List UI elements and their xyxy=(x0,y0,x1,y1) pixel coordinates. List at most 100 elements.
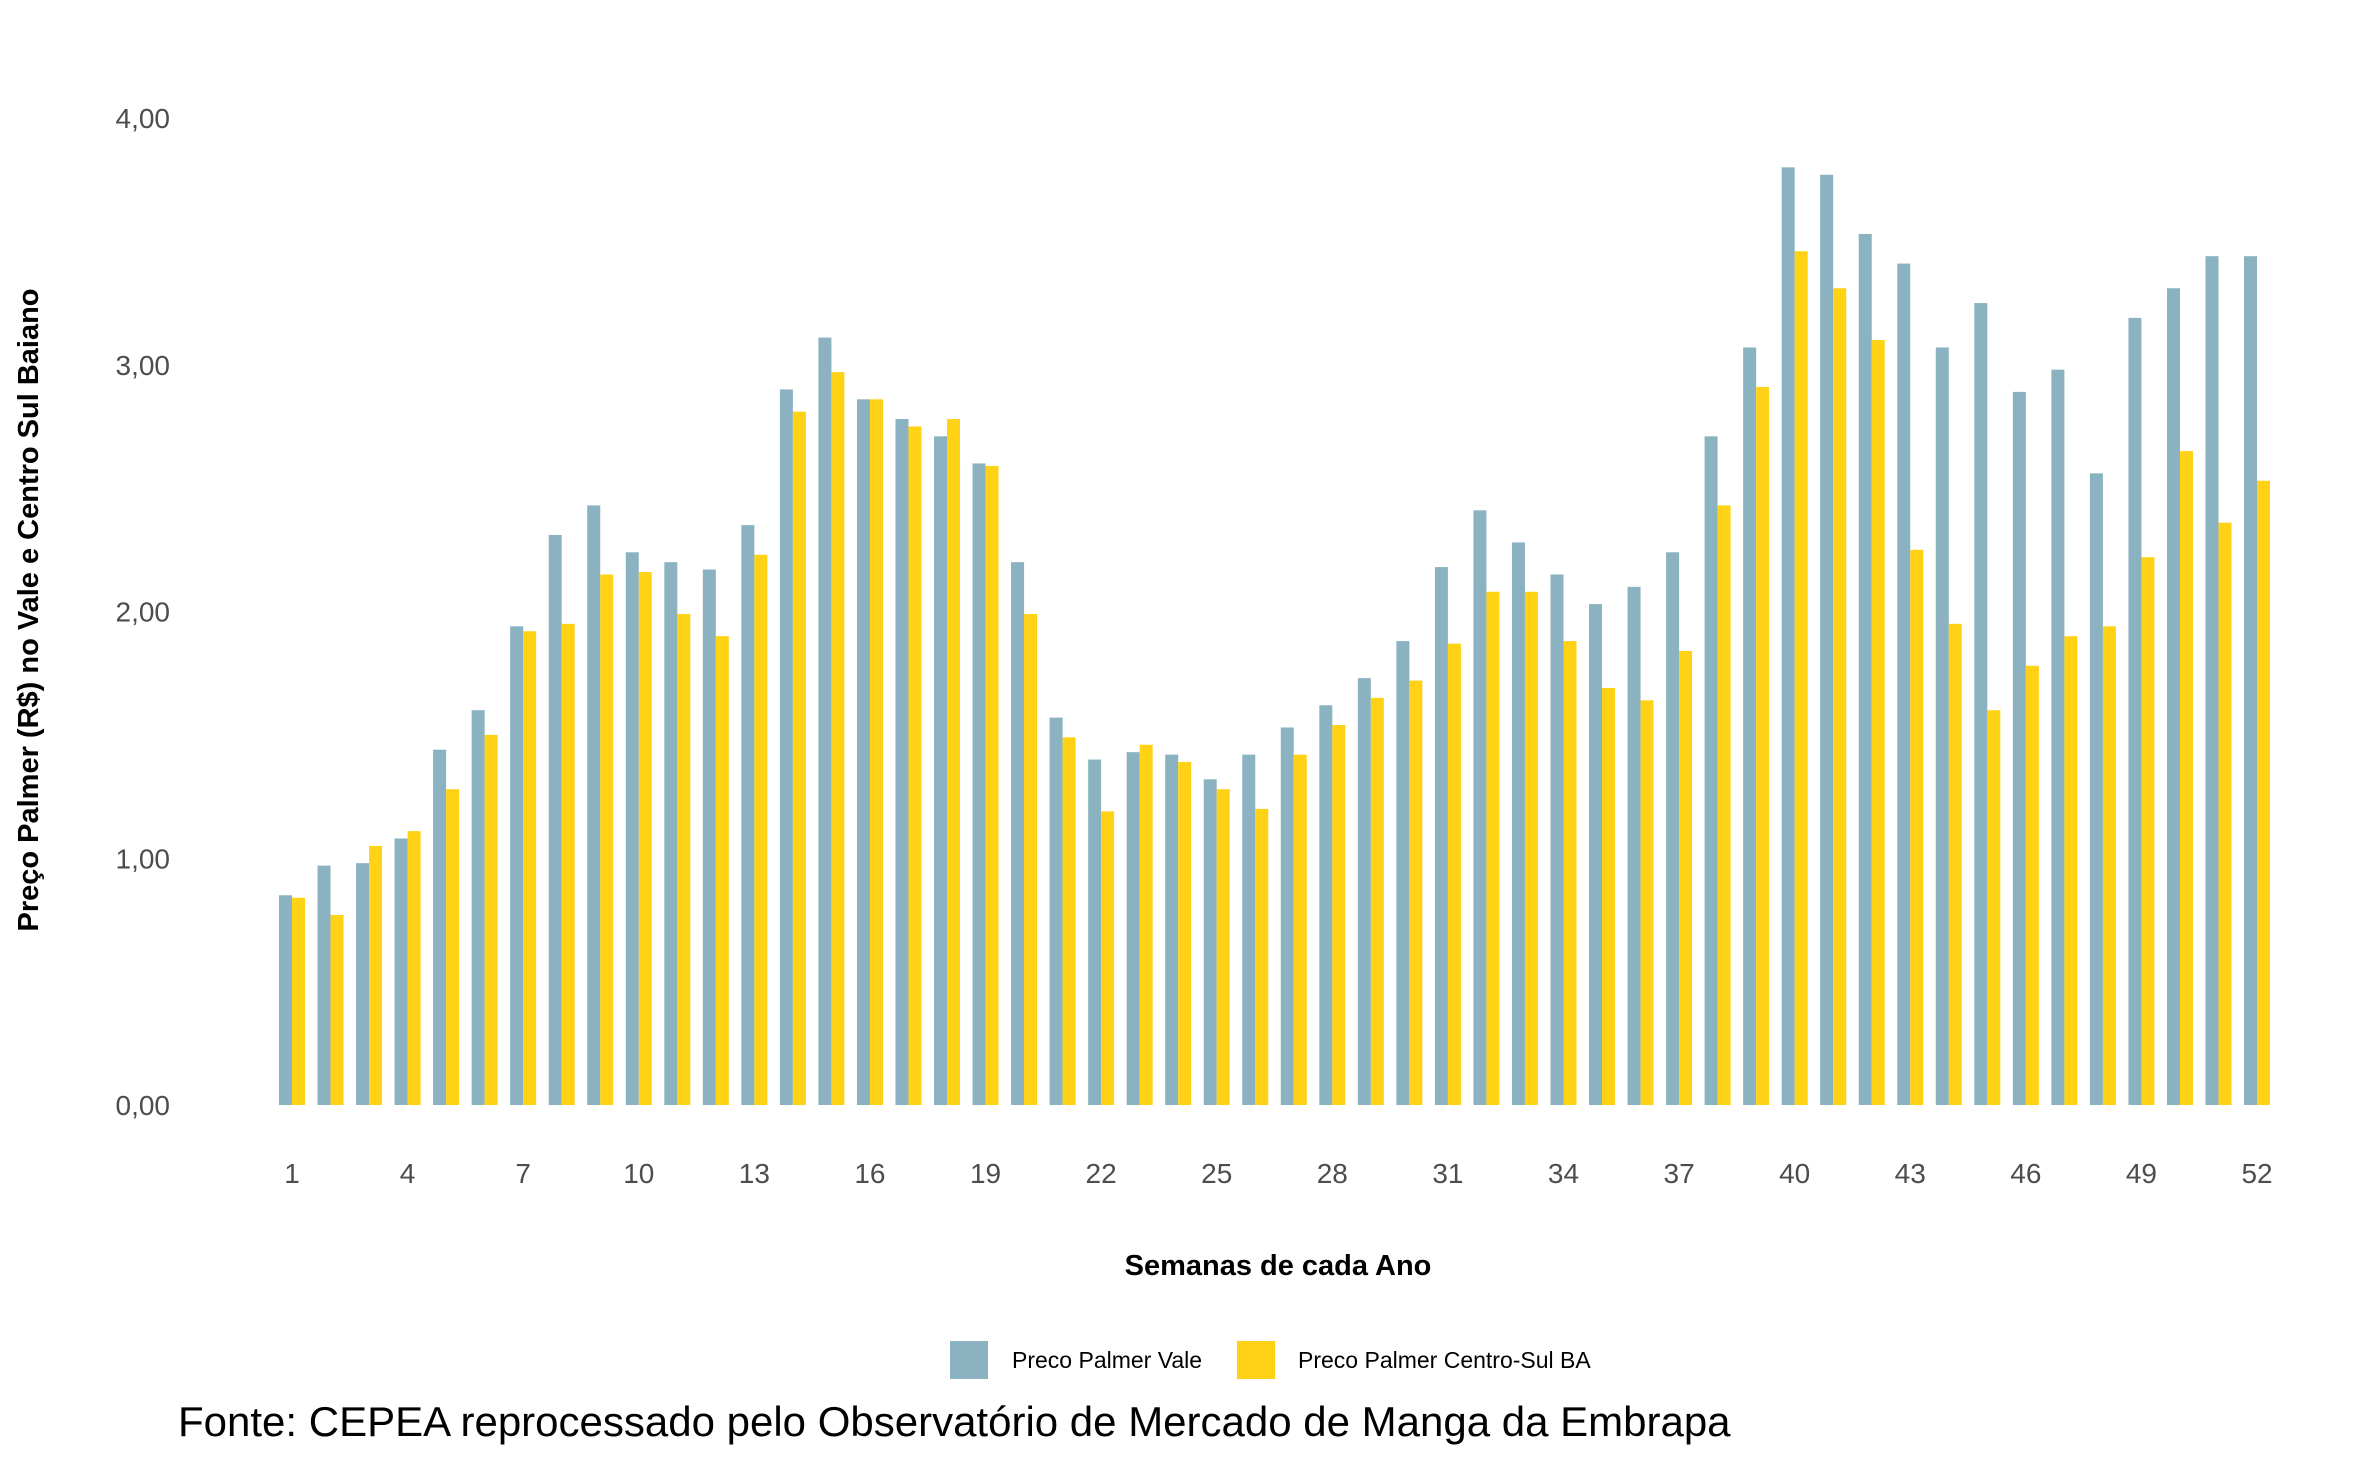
bar-vale-week-34 xyxy=(1550,574,1564,1105)
bar-vale-week-24 xyxy=(1165,754,1179,1105)
x-tick-label: 16 xyxy=(854,1158,885,1189)
bar-centro-sul-week-32 xyxy=(1486,591,1500,1105)
bar-vale-week-51 xyxy=(2205,256,2219,1105)
bar-centro-sul-week-17 xyxy=(908,426,922,1105)
bar-centro-sul-week-45 xyxy=(1987,710,2001,1105)
bar-centro-sul-week-43 xyxy=(1910,549,1924,1105)
bar-vale-week-42 xyxy=(1858,233,1872,1106)
x-tick-label: 4 xyxy=(400,1158,416,1189)
bar-centro-sul-week-16 xyxy=(869,399,883,1105)
bar-centro-sul-week-44 xyxy=(1948,623,1962,1105)
bar-centro-sul-week-37 xyxy=(1679,650,1693,1105)
bar-centro-sul-week-5 xyxy=(446,789,460,1105)
bar-centro-sul-week-15 xyxy=(831,372,845,1105)
bar-vale-week-19 xyxy=(972,463,986,1105)
bar-centro-sul-week-39 xyxy=(1756,386,1770,1106)
bar-centro-sul-week-14 xyxy=(792,411,806,1105)
x-tick-label: 37 xyxy=(1664,1158,1695,1189)
bar-vale-week-30 xyxy=(1396,641,1410,1105)
x-tick-label: 49 xyxy=(2126,1158,2157,1189)
bar-vale-week-8 xyxy=(548,535,562,1105)
bar-vale-week-40 xyxy=(1781,167,1795,1106)
bar-vale-week-26 xyxy=(1242,754,1256,1105)
bar-vale-week-17 xyxy=(895,419,909,1105)
x-tick-label: 34 xyxy=(1548,1158,1579,1189)
bar-centro-sul-week-27 xyxy=(1293,754,1307,1105)
bar-vale-week-44 xyxy=(1935,347,1949,1106)
bar-vale-week-31 xyxy=(1434,567,1448,1105)
bar-vale-week-46 xyxy=(2012,391,2026,1105)
bar-vale-week-33 xyxy=(1511,542,1525,1105)
bar-centro-sul-week-7 xyxy=(523,631,537,1105)
bar-centro-sul-week-9 xyxy=(600,574,614,1105)
bar-centro-sul-week-21 xyxy=(1062,737,1076,1105)
x-tick-label: 25 xyxy=(1201,1158,1232,1189)
bar-vale-week-7 xyxy=(510,626,524,1105)
bar-centro-sul-week-22 xyxy=(1101,811,1115,1105)
bar-vale-week-14 xyxy=(779,389,793,1105)
bar-vale-week-11 xyxy=(664,562,678,1105)
bar-vale-week-43 xyxy=(1897,263,1911,1106)
bar-vale-week-2 xyxy=(317,865,331,1105)
bar-centro-sul-week-20 xyxy=(1024,613,1038,1105)
bar-vale-week-12 xyxy=(702,569,716,1105)
bar-vale-week-13 xyxy=(741,525,755,1105)
bar-vale-week-27 xyxy=(1280,727,1294,1105)
bar-centro-sul-week-1 xyxy=(292,897,305,1105)
bar-vale-week-9 xyxy=(587,505,601,1105)
bar-centro-sul-week-8 xyxy=(561,623,575,1105)
bar-vale-week-18 xyxy=(934,436,948,1105)
y-axis-title: Preço Palmer (R$) no Vale e Centro Sul B… xyxy=(13,288,45,931)
bar-vale-week-15 xyxy=(818,337,832,1105)
bar-centro-sul-week-19 xyxy=(985,465,999,1105)
bar-centro-sul-week-34 xyxy=(1563,641,1577,1105)
chart-caption: Fonte: CEPEA reprocessado pelo Observató… xyxy=(178,1398,1731,1445)
x-tick-label: 22 xyxy=(1086,1158,1117,1189)
bar-vale-week-49 xyxy=(2128,317,2142,1105)
legend-swatch-vale xyxy=(950,1341,988,1379)
bar-centro-sul-week-41 xyxy=(1833,288,1847,1105)
x-tick-label: 52 xyxy=(2241,1158,2272,1189)
bar-centro-sul-week-11 xyxy=(677,613,691,1105)
bar-vale-week-22 xyxy=(1088,759,1102,1105)
bar-vale-week-28 xyxy=(1319,705,1333,1105)
bar-centro-sul-week-10 xyxy=(638,572,652,1105)
bar-vale-week-41 xyxy=(1820,174,1834,1105)
x-tick-label: 28 xyxy=(1317,1158,1348,1189)
bar-centro-sul-week-40 xyxy=(1794,251,1808,1105)
x-axis-ticks: 1 4 7 10 13 16 19 22 25 28 31 34 37 40 43 46 49 52 xyxy=(284,1158,2272,1189)
bar-centro-sul-week-6 xyxy=(484,734,498,1106)
bar-centro-sul-week-13 xyxy=(754,554,768,1105)
bar-centro-sul-week-2 xyxy=(330,915,344,1105)
bar-vale-week-1 xyxy=(279,895,292,1105)
legend-label-vale: Preco Palmer Vale xyxy=(1012,1347,1202,1373)
bar-centro-sul-week-28 xyxy=(1332,725,1346,1105)
bar-centro-sul-week-52 xyxy=(2257,480,2271,1106)
bar-vale-week-3 xyxy=(356,863,370,1105)
bar-centro-sul-week-50 xyxy=(2179,451,2193,1105)
bar-vale-week-39 xyxy=(1743,347,1757,1106)
bar-vale-week-32 xyxy=(1473,510,1487,1106)
bar-centro-sul-week-18 xyxy=(947,419,961,1105)
bar-vale-week-52 xyxy=(2244,256,2258,1105)
bar-centro-sul-week-46 xyxy=(2025,665,2039,1105)
bar-vale-week-35 xyxy=(1589,604,1603,1105)
bar-vale-week-23 xyxy=(1126,752,1140,1105)
bar-centro-sul-week-23 xyxy=(1139,744,1153,1105)
bar-vale-week-45 xyxy=(1974,303,1988,1105)
y-tick-label: 1,00 xyxy=(116,843,171,874)
bar-centro-sul-week-31 xyxy=(1447,643,1461,1105)
x-tick-label: 13 xyxy=(739,1158,770,1189)
bar-vale-week-37 xyxy=(1666,552,1680,1105)
bar-centro-sul-week-30 xyxy=(1409,680,1423,1105)
x-tick-label: 46 xyxy=(2010,1158,2041,1189)
bar-vale-week-25 xyxy=(1203,779,1217,1105)
legend-swatch-centro-sul xyxy=(1237,1341,1275,1379)
bar-centro-sul-week-48 xyxy=(2102,626,2116,1105)
x-tick-label: 1 xyxy=(284,1158,300,1189)
x-tick-label: 19 xyxy=(970,1158,1001,1189)
y-tick-label: 3,00 xyxy=(116,350,171,381)
bar-centro-sul-week-24 xyxy=(1178,762,1192,1105)
bar-vale-week-4 xyxy=(394,838,408,1105)
